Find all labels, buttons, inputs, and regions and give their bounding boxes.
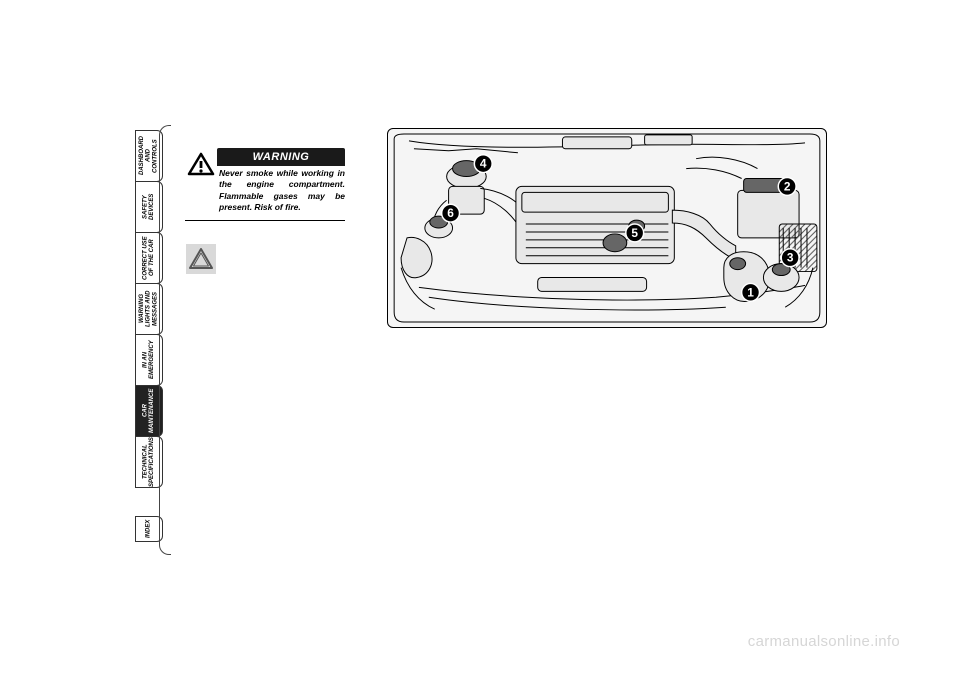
warning-text: Never smoke while working in the engine … bbox=[217, 168, 345, 214]
engine-compartment-diagram: 4 6 5 2 3 1 bbox=[387, 128, 827, 328]
callout-1: 1 bbox=[742, 283, 760, 301]
callout-6: 6 bbox=[442, 204, 460, 222]
callout-3: 3 bbox=[781, 249, 799, 267]
watermark: carmanualsonline.info bbox=[748, 633, 900, 650]
svg-text:5: 5 bbox=[631, 226, 638, 240]
hazard-triangle-icon bbox=[186, 244, 216, 274]
callout-4: 4 bbox=[474, 155, 492, 173]
svg-text:1: 1 bbox=[747, 285, 754, 299]
warning-box: WARNING Never smoke while working in the… bbox=[185, 148, 345, 221]
svg-text:3: 3 bbox=[787, 251, 794, 265]
svg-text:2: 2 bbox=[784, 179, 791, 193]
page-border bbox=[159, 125, 171, 555]
warning-body: Never smoke while working in the engine … bbox=[185, 166, 345, 221]
callout-5: 5 bbox=[626, 224, 644, 242]
warning-triangle-icon bbox=[185, 150, 217, 178]
svg-text:4: 4 bbox=[480, 157, 487, 171]
warning-header: WARNING bbox=[217, 148, 345, 166]
callout-2: 2 bbox=[778, 178, 796, 196]
svg-text:6: 6 bbox=[447, 206, 454, 220]
